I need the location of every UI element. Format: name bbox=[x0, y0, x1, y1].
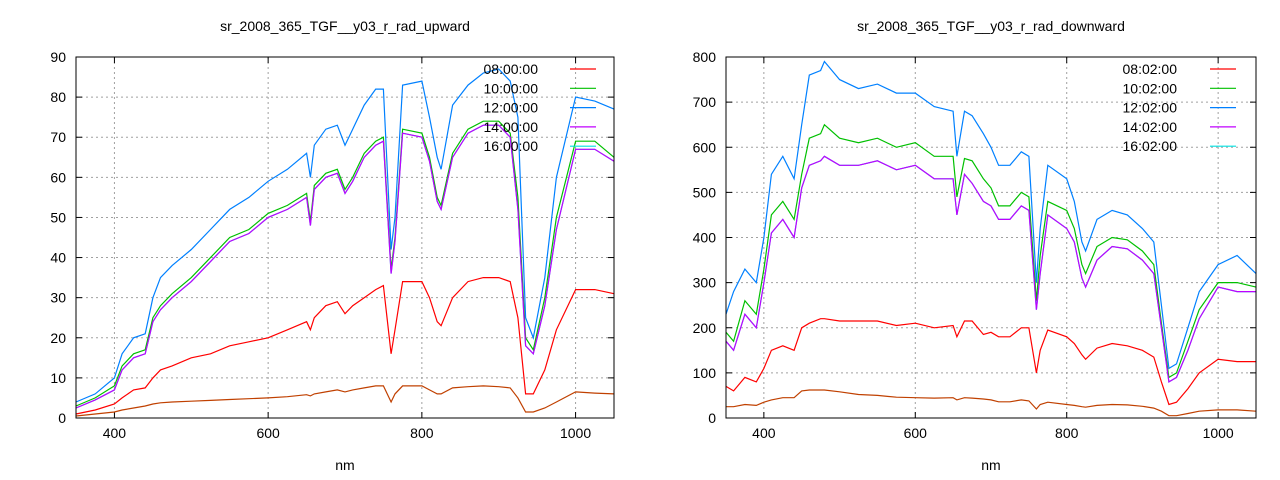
x-axis-label: nm bbox=[981, 457, 1000, 473]
y-tick-label: 20 bbox=[50, 330, 66, 346]
x-tick-label: 800 bbox=[410, 425, 434, 441]
series-line-16-00-00 bbox=[75, 124, 615, 409]
legend-label: 10:00:00 bbox=[484, 80, 539, 96]
legend-label: 12:02:00 bbox=[1123, 100, 1178, 116]
x-tick-label: 400 bbox=[752, 425, 776, 441]
series-line-10-00-00 bbox=[75, 120, 615, 407]
x-tick-label: 1000 bbox=[1203, 425, 1234, 441]
legend-label: 14:00:00 bbox=[484, 119, 539, 135]
chart-title: sr_2008_365_TGF__y03_r_rad_downward bbox=[857, 18, 1125, 34]
y-tick-label: 30 bbox=[50, 290, 66, 306]
series-line-12-00-00 bbox=[75, 68, 615, 403]
y-tick-label: 0 bbox=[708, 410, 716, 426]
series-line-08-02-00 bbox=[725, 318, 1256, 406]
legend-label: 08:02:00 bbox=[1123, 61, 1178, 77]
y-tick-label: 600 bbox=[693, 139, 717, 155]
y-tick-label: 10 bbox=[50, 370, 66, 386]
x-tick-label: 600 bbox=[904, 425, 928, 441]
legend-label: 16:00:00 bbox=[484, 138, 539, 154]
plot-frame bbox=[725, 56, 1257, 419]
series-line-unlabeled bbox=[726, 389, 1257, 417]
y-tick-label: 500 bbox=[693, 184, 717, 200]
legend-label: 14:02:00 bbox=[1123, 119, 1178, 135]
series-line-16-02-00 bbox=[725, 155, 1256, 383]
y-tick-label: 800 bbox=[693, 49, 717, 65]
plot-frame bbox=[75, 56, 615, 419]
y-tick-label: 400 bbox=[693, 230, 717, 246]
y-tick-label: 50 bbox=[50, 209, 66, 225]
series-line-unlabeled bbox=[75, 385, 615, 417]
legend-label: 08:00:00 bbox=[484, 61, 539, 77]
chart-panel-1: 400 600 800 1000 0 100 200 300 400 500 600 700 800 sr… bbox=[693, 18, 1257, 473]
series-line-14-02-00 bbox=[725, 155, 1256, 383]
x-tick-label: 800 bbox=[1055, 425, 1079, 441]
series-line-08-00-00 bbox=[75, 277, 615, 415]
y-tick-label: 700 bbox=[693, 94, 717, 110]
legend-label: 16:02:00 bbox=[1123, 138, 1178, 154]
x-axis-label: nm bbox=[335, 457, 354, 473]
legend: 08:00:00 10:00:00 12:00:00 14:00:00 16:00:00 bbox=[484, 61, 596, 154]
y-tick-label: 60 bbox=[50, 169, 66, 185]
x-tick-label: 600 bbox=[256, 425, 280, 441]
chart-panel-0: 400 600 800 1000 0 10 20 30 40 50 60 70 80 90 sr_2008_… bbox=[50, 18, 615, 473]
x-tick-label: 400 bbox=[103, 425, 127, 441]
y-tick-label: 40 bbox=[50, 250, 66, 266]
y-tick-label: 100 bbox=[693, 365, 717, 381]
chart-title: sr_2008_365_TGF__y03_r_rad_upward bbox=[220, 18, 470, 34]
legend-label: 12:00:00 bbox=[484, 100, 539, 116]
y-tick-label: 300 bbox=[693, 275, 717, 291]
y-tick-label: 70 bbox=[50, 129, 66, 145]
y-tick-label: 0 bbox=[58, 410, 66, 426]
x-tick-label: 1000 bbox=[560, 425, 591, 441]
series-line-10-02-00 bbox=[725, 123, 1257, 379]
legend: 08:02:00 10:02:00 12:02:00 14:02:00 16:02:00 bbox=[1123, 61, 1236, 154]
y-tick-label: 80 bbox=[50, 89, 66, 105]
series-line-14-00-00 bbox=[75, 124, 615, 409]
legend-label: 10:02:00 bbox=[1123, 80, 1178, 96]
series-line-12-02-00 bbox=[725, 60, 1257, 370]
y-tick-label: 200 bbox=[693, 320, 717, 336]
y-tick-label: 90 bbox=[50, 49, 66, 65]
